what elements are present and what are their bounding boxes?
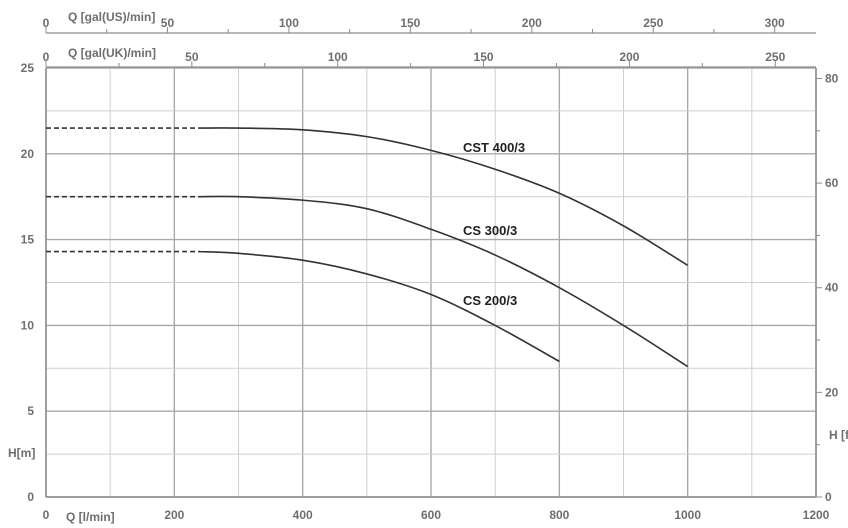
y-left-tick-label: 25 bbox=[21, 61, 35, 75]
axes bbox=[45, 27, 822, 498]
top-uk-tick-label: 100 bbox=[328, 50, 348, 64]
curve-0 bbox=[199, 127, 689, 267]
curves: CST 400/3 CS 300/3 CS 200/3 bbox=[45, 127, 689, 368]
top-us-tick-label: 50 bbox=[161, 16, 175, 30]
top-us-tick-label: 150 bbox=[400, 16, 420, 30]
top-uk-tick-label: 50 bbox=[185, 50, 199, 64]
x-tick-label: 600 bbox=[421, 508, 441, 522]
x-tick-label: 400 bbox=[293, 508, 313, 522]
y-right-tick-label: 0 bbox=[825, 490, 832, 504]
y-left-tick-label: 5 bbox=[27, 404, 34, 418]
top-uk-tick-label: 250 bbox=[765, 50, 785, 64]
x-tick-label: 1200 bbox=[803, 508, 830, 522]
y-left-tick-label: 15 bbox=[21, 233, 35, 247]
x-axis-label: Q [l/min] bbox=[66, 510, 115, 524]
top-us-tick-label: 200 bbox=[522, 16, 542, 30]
y-right-tick-label: 20 bbox=[825, 385, 839, 399]
top-us-tick-label: 250 bbox=[643, 16, 663, 30]
x-tick-label: 200 bbox=[164, 508, 184, 522]
top-uk-tick-label: 150 bbox=[474, 50, 494, 64]
top-uk-tick-label: 200 bbox=[619, 50, 639, 64]
series-label: CS 300/3 bbox=[463, 223, 517, 238]
y-right-tick-label: 80 bbox=[825, 71, 839, 85]
series-label: CST 400/3 bbox=[463, 140, 525, 155]
x-tick-label: 0 bbox=[43, 508, 50, 522]
x-tick-label: 1000 bbox=[674, 508, 701, 522]
top-us-tick-label: 0 bbox=[43, 16, 50, 30]
y-right-axis-label: H [ft] bbox=[829, 428, 848, 442]
y-left-tick-label: 10 bbox=[21, 318, 35, 332]
y-right-tick-label: 60 bbox=[825, 176, 839, 190]
y-left-tick-label: 20 bbox=[21, 147, 35, 161]
y-right-tick-label: 40 bbox=[825, 281, 839, 295]
y-left-axis-label: H[m] bbox=[8, 446, 35, 460]
top-us-axis-label: Q [gal(US)/min] bbox=[68, 10, 155, 24]
curve-2 bbox=[199, 250, 560, 363]
x-tick-label: 800 bbox=[549, 508, 569, 522]
grid bbox=[45, 67, 817, 498]
series-label: CS 200/3 bbox=[463, 293, 517, 308]
y-left-tick-label: 0 bbox=[27, 490, 34, 504]
top-uk-tick-label: 0 bbox=[43, 50, 50, 64]
curve-1 bbox=[199, 195, 689, 368]
top-us-tick-label: 100 bbox=[279, 16, 299, 30]
top-us-tick-label: 300 bbox=[765, 16, 785, 30]
top-uk-axis-label: Q [gal(UK)/min] bbox=[68, 46, 156, 60]
